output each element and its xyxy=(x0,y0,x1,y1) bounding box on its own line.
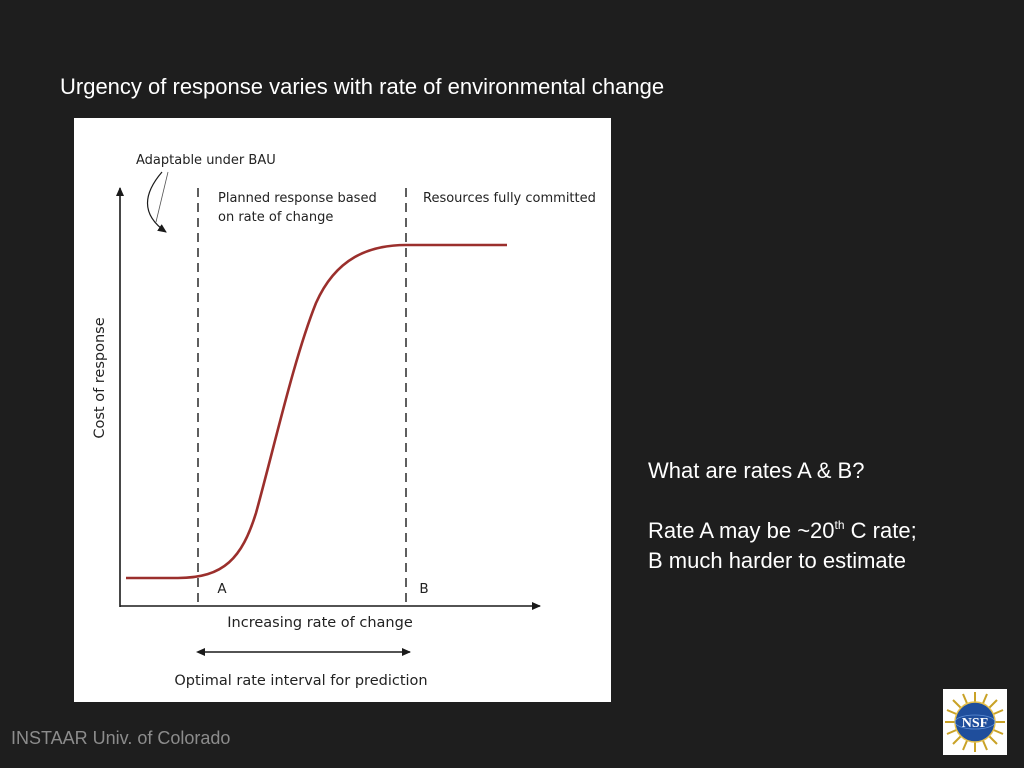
label-resources: Resources fully committed xyxy=(423,191,596,206)
interval-label: Optimal rate interval for prediction xyxy=(174,673,427,689)
bau-curved-arrow xyxy=(147,171,167,233)
label-adaptable: Adaptable under BAU xyxy=(136,153,276,168)
y-axis-label: Cost of response xyxy=(92,317,108,438)
note-line1-prefix: Rate A may be ~20 xyxy=(648,518,835,543)
note-question: What are rates A & B? xyxy=(648,458,865,483)
note-line-2: B much harder to estimate xyxy=(648,548,907,573)
diagram-figure: Adaptable under BAU Planned response bas… xyxy=(74,118,611,702)
x-axis-label: Increasing rate of change xyxy=(227,615,413,631)
diagram-svg: Adaptable under BAU Planned response bas… xyxy=(92,153,596,689)
nsf-logo-text: NSF xyxy=(962,716,988,731)
nsf-logo-icon: NSF xyxy=(943,689,1007,755)
note-line1-suffix: C rate; xyxy=(844,518,917,543)
slide-title: Urgency of response varies with rate of … xyxy=(60,74,665,99)
cost-response-curve xyxy=(126,243,507,580)
label-planned-line2: on rate of change xyxy=(218,210,333,225)
note-spacer xyxy=(648,486,1008,516)
marker-a: A xyxy=(217,581,227,597)
footer-credit: INSTAAR Univ. of Colorado xyxy=(11,728,231,748)
bau-pointer-line xyxy=(155,171,169,223)
side-note: What are rates A & B? Rate A may be ~20t… xyxy=(648,456,1008,576)
marker-b: B xyxy=(419,581,428,597)
label-planned-line1: Planned response based xyxy=(218,191,377,206)
note-line-1: Rate A may be ~20th C rate; xyxy=(648,516,1008,546)
note-line1-sup: th xyxy=(834,518,845,532)
nsf-logo-svg: NSF xyxy=(945,692,1005,752)
